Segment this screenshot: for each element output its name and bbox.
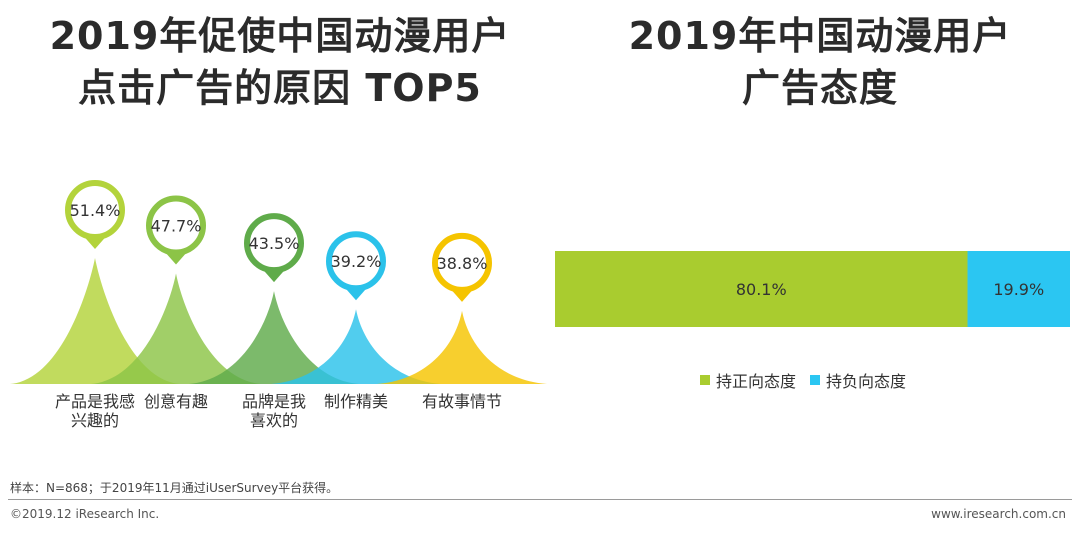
peak-4 (271, 309, 441, 384)
legend-item-positive: 持正向态度 (700, 368, 796, 392)
bar-label-positive: 80.1% (736, 280, 787, 299)
attitude-legend: 持正向态度 持负向态度 (700, 368, 906, 392)
value-label-5: 38.8% (437, 254, 488, 273)
peak-2 (91, 273, 261, 384)
peak-5 (377, 310, 547, 384)
bar-segment-positive (555, 251, 968, 327)
category-label-1: 产品是我感 兴趣的 (54, 392, 135, 430)
value-label-2: 47.7% (151, 217, 202, 236)
copyright-text: ©2019.12 iResearch Inc. (10, 507, 160, 521)
left-title-line-2: 点击广告的原因 TOP5 (78, 66, 482, 110)
bar-label-negative: 19.9% (993, 280, 1044, 299)
right-title-line-2: 广告态度 (741, 66, 898, 110)
pin-5 (432, 232, 492, 293)
legend-item-negative: 持负向态度 (810, 368, 906, 392)
footer-divider (8, 499, 1072, 500)
right-chart-title: 2019年中国动漫用户 广告态度 (560, 10, 1080, 114)
right-title-line-1: 2019年中国动漫用户 (628, 14, 1012, 58)
legend-label-negative: 持负向态度 (826, 372, 907, 391)
value-label-3: 43.5% (249, 234, 300, 253)
category-label-3: 品牌是我 喜欢的 (241, 392, 306, 430)
website-text: www.iresearch.com.cn (931, 507, 1066, 521)
legend-swatch-positive (700, 375, 710, 385)
value-label-1: 51.4% (70, 201, 121, 220)
left-chart-title: 2019年促使中国动漫用户 点击广告的原因 TOP5 (0, 10, 560, 114)
pin-3 (244, 213, 304, 274)
legend-swatch-negative (810, 375, 821, 385)
pin-4 (326, 231, 386, 292)
category-label-5: 有故事情节 (421, 392, 502, 411)
peak-1 (10, 258, 180, 384)
left-title-line-1: 2019年促使中国动漫用户 (49, 14, 511, 58)
pin-2 (146, 195, 206, 256)
category-label-2: 创意有趣 (143, 392, 208, 411)
sample-note: 样本：N=868；于2019年11月通过iUserSurvey平台获得。 (10, 481, 339, 495)
value-label-4: 39.2% (331, 252, 382, 271)
legend-label-positive: 持正向态度 (716, 372, 797, 391)
peak-3 (189, 291, 359, 384)
pin-1 (65, 180, 125, 240)
category-label-4: 制作精美 (323, 392, 388, 411)
bar-segment-negative (967, 251, 1070, 327)
